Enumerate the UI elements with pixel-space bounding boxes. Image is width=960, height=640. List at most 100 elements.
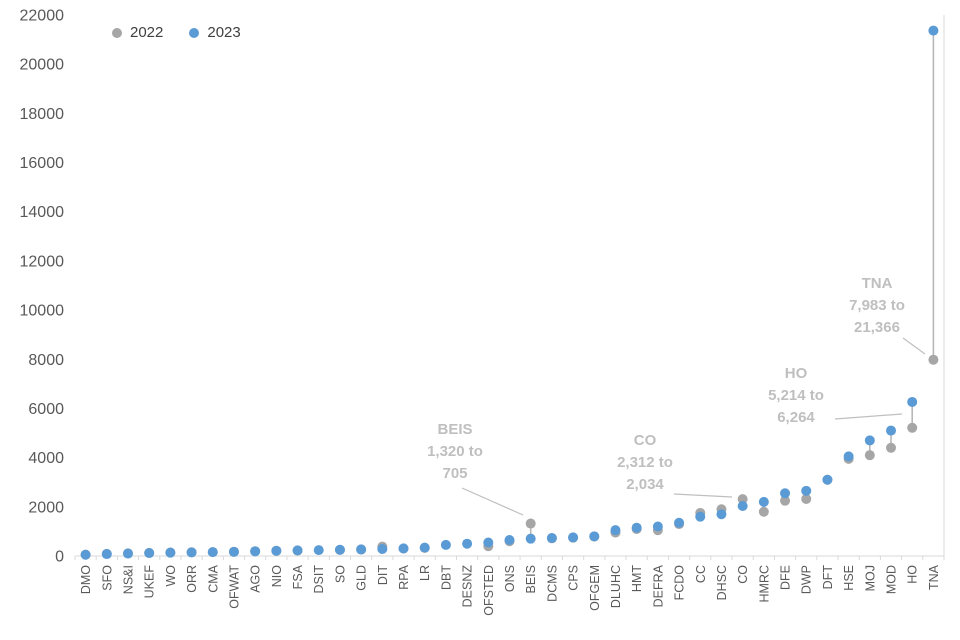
x-category-label: BEIS: [524, 565, 538, 594]
legend-label-2022: 2022: [130, 24, 164, 41]
x-category-label: DFE: [779, 565, 793, 590]
chart-legend: 2022 2023: [112, 24, 241, 41]
x-category-label: DEFRA: [651, 564, 665, 607]
annotation-text: HO: [785, 365, 808, 382]
x-category-label: NIO: [270, 565, 284, 588]
x-category-label: HSE: [842, 565, 856, 591]
annotation-text: 2,312 to: [617, 454, 673, 471]
data-point-2023: [419, 542, 430, 553]
y-tick-label: 22000: [20, 8, 65, 25]
annotation-text: BEIS: [437, 421, 472, 438]
x-category-label: FSA: [291, 564, 305, 589]
x-category-label: DMO: [79, 565, 93, 594]
data-point-2023: [907, 396, 918, 407]
data-point-2023: [631, 522, 642, 533]
data-point-2022: [737, 494, 748, 505]
x-category-label: DLUHC: [609, 565, 623, 608]
data-point-2022: [758, 506, 769, 517]
data-point-2023: [144, 548, 155, 559]
x-category-label: WO: [164, 565, 178, 587]
data-point-2023: [228, 546, 239, 557]
data-point-2022: [886, 442, 897, 453]
data-point-2023: [186, 547, 197, 558]
annotation-text: 705: [442, 465, 467, 482]
y-tick-label: 10000: [20, 303, 65, 320]
x-category-label: DCMS: [545, 565, 559, 602]
x-category-label: NS&I: [121, 565, 135, 594]
x-category-label: LR: [418, 565, 432, 581]
annotation-text: CO: [634, 432, 657, 449]
annotation-text: 2,034: [626, 476, 664, 493]
x-category-label: CPS: [567, 565, 581, 591]
annotation-text: 5,214 to: [768, 387, 824, 404]
data-point-2022: [525, 518, 536, 529]
x-category-label: ONS: [503, 565, 517, 592]
x-category-label: DBT: [439, 565, 453, 590]
data-point-2023: [80, 549, 91, 560]
x-category-label: OFSTED: [482, 565, 496, 616]
y-tick-label: 14000: [20, 204, 65, 221]
data-point-2023: [440, 539, 451, 550]
x-category-label: FCDO: [673, 565, 687, 601]
x-category-label: DIT: [376, 565, 390, 586]
data-point-2023: [101, 549, 112, 560]
x-category-label: DESNZ: [461, 565, 475, 608]
legend-marker-2022-icon: [112, 27, 122, 38]
x-category-label: CO: [736, 565, 750, 584]
x-category-label: HMT: [630, 565, 644, 592]
y-tick-label: 16000: [20, 155, 65, 172]
data-point-2023: [525, 533, 536, 544]
data-point-2023: [652, 521, 663, 532]
data-point-2023: [292, 545, 303, 556]
data-point-2023: [843, 451, 854, 462]
x-category-label: MOJ: [863, 565, 877, 591]
x-category-label: HMRC: [757, 565, 771, 603]
legend-item-2022: 2022: [112, 24, 163, 41]
data-point-2023: [462, 538, 473, 549]
annotation-text: 7,983 to: [849, 297, 905, 314]
data-point-2023: [207, 547, 218, 558]
y-tick-label: 18000: [20, 106, 65, 123]
x-category-label: DFT: [821, 565, 835, 590]
x-category-label: ORR: [185, 565, 199, 593]
data-point-2023: [483, 537, 494, 548]
annotation-text: 21,366: [854, 319, 900, 336]
data-point-2023: [356, 544, 367, 555]
data-point-2023: [928, 25, 939, 36]
data-point-2023: [165, 547, 176, 558]
x-category-label: DSIT: [312, 565, 326, 594]
y-tick-label: 12000: [20, 253, 65, 270]
legend-label-2023: 2023: [207, 24, 241, 41]
y-tick-label: 0: [55, 549, 64, 566]
annotation-text: TNA: [862, 275, 893, 292]
annotation-leader-line: [673, 493, 733, 498]
data-point-2023: [568, 532, 579, 543]
data-point-2023: [864, 435, 875, 446]
x-category-label: HO: [906, 565, 920, 584]
data-point-2022: [907, 422, 918, 433]
x-category-label: SFO: [100, 565, 114, 591]
annotation-text: 6,264: [777, 409, 815, 426]
data-point-2023: [695, 511, 706, 522]
data-point-2023: [780, 488, 791, 499]
y-tick-label: 20000: [20, 57, 65, 74]
y-tick-label: 8000: [28, 352, 64, 369]
x-category-label: AGO: [249, 565, 263, 593]
x-category-label: CC: [694, 565, 708, 583]
data-point-2022: [780, 495, 791, 506]
data-point-2022: [928, 354, 939, 365]
data-point-2023: [504, 535, 515, 546]
data-point-2023: [377, 543, 388, 554]
data-point-2023: [801, 485, 812, 496]
x-category-label: DWP: [800, 565, 814, 594]
data-point-2023: [122, 548, 133, 559]
data-point-2023: [737, 500, 748, 511]
data-point-2023: [546, 533, 557, 544]
data-point-2023: [886, 425, 897, 436]
x-category-label: RPA: [397, 564, 411, 589]
legend-marker-2023-icon: [189, 27, 200, 38]
x-category-label: SO: [333, 565, 347, 583]
x-category-label: TNA: [927, 564, 941, 590]
